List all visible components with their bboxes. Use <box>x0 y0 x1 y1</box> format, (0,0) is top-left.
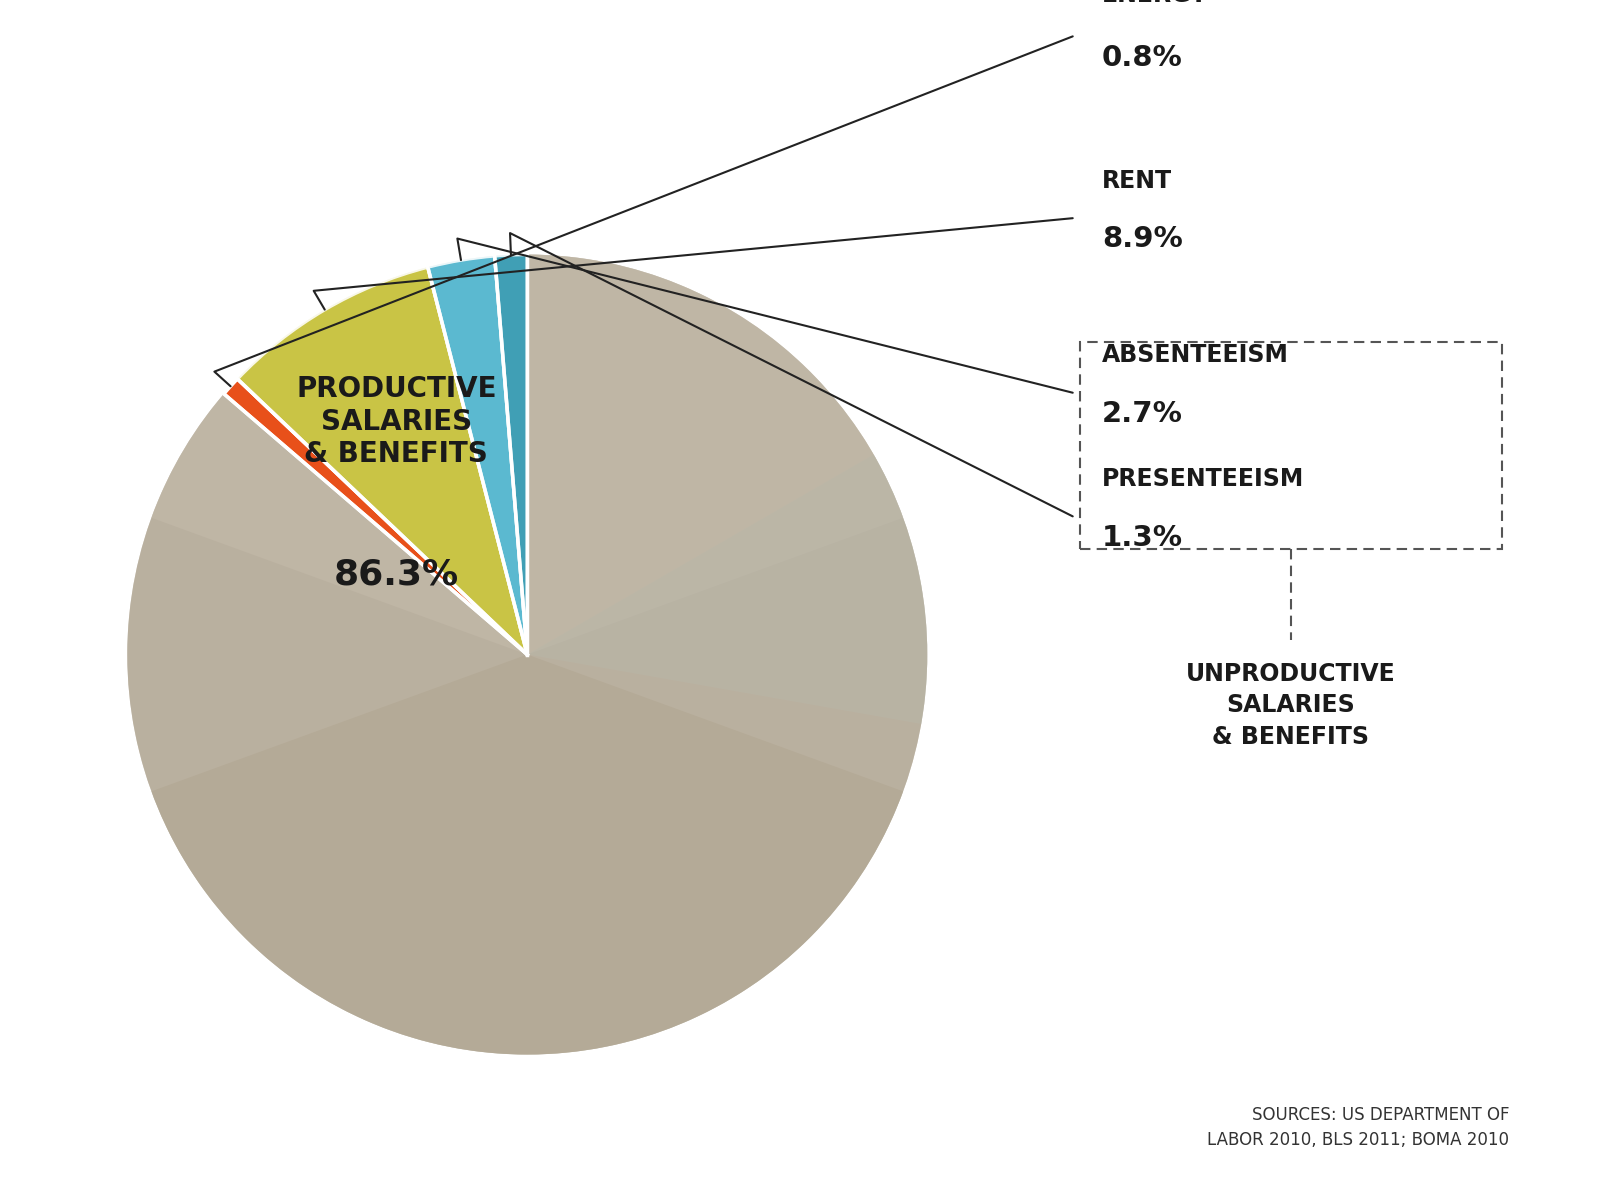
Wedge shape <box>224 379 528 654</box>
Wedge shape <box>494 254 528 654</box>
Text: 86.3%: 86.3% <box>334 558 459 592</box>
Text: 8.9%: 8.9% <box>1102 226 1182 253</box>
Wedge shape <box>237 268 528 654</box>
Wedge shape <box>128 254 928 1055</box>
Wedge shape <box>152 654 902 1055</box>
Circle shape <box>128 254 928 1055</box>
Text: SOURCES: US DEPARTMENT OF
LABOR 2010, BLS 2011; BOMA 2010: SOURCES: US DEPARTMENT OF LABOR 2010, BL… <box>1206 1106 1509 1150</box>
Wedge shape <box>427 256 528 654</box>
Text: PRODUCTIVE
SALARIES
& BENEFITS: PRODUCTIVE SALARIES & BENEFITS <box>296 376 496 468</box>
Wedge shape <box>528 455 928 724</box>
Wedge shape <box>152 254 902 654</box>
Text: 0.8%: 0.8% <box>1102 43 1182 72</box>
Text: 2.7%: 2.7% <box>1102 400 1182 428</box>
Text: PRESENTEEISM: PRESENTEEISM <box>1102 467 1304 491</box>
Bar <box>1080 342 1502 550</box>
Text: RENT: RENT <box>1102 169 1171 193</box>
Text: 1.3%: 1.3% <box>1102 523 1182 552</box>
Text: UNPRODUCTIVE
SALARIES
& BENEFITS: UNPRODUCTIVE SALARIES & BENEFITS <box>1186 662 1395 749</box>
Text: ABSENTEEISM: ABSENTEEISM <box>1102 343 1288 367</box>
Text: ENERGY: ENERGY <box>1102 0 1208 7</box>
